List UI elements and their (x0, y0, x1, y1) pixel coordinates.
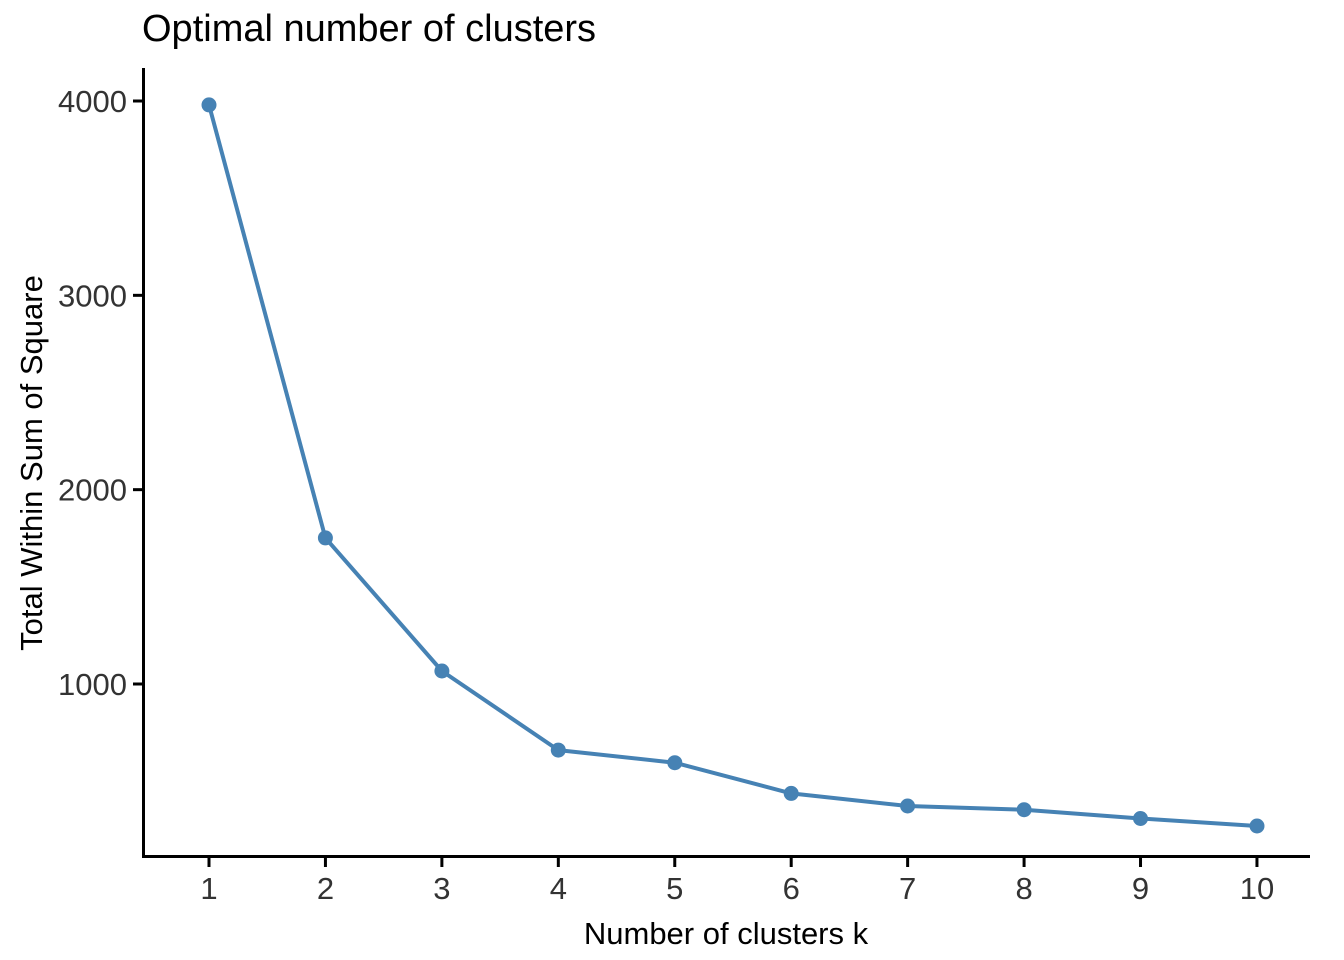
data-point-k3 (434, 663, 450, 679)
x-tick-label-8: 8 (1015, 871, 1032, 906)
x-tick-label-7: 7 (899, 871, 916, 906)
y-axis-title: Total Within Sum of Square (14, 275, 49, 651)
data-point-k1 (201, 97, 217, 113)
data-point-k10 (1249, 818, 1265, 834)
data-point-k5 (667, 755, 683, 771)
data-point-k8 (1016, 802, 1032, 818)
y-tick-label-2000: 2000 (58, 473, 127, 508)
y-tick-label-3000: 3000 (58, 278, 127, 313)
data-point-k9 (1133, 811, 1148, 826)
data-point-k7 (900, 798, 916, 814)
chart-title: Optimal number of clusters (142, 8, 597, 50)
data-point-k4 (550, 742, 566, 758)
x-tick-label-1: 1 (200, 871, 217, 906)
series-line (207, 104, 1258, 828)
y-tick-label-1000: 1000 (58, 667, 127, 702)
x-tick-label-4: 4 (550, 871, 567, 906)
x-tick-label-5: 5 (666, 871, 683, 906)
x-tick-label-3: 3 (433, 871, 450, 906)
data-point-k2 (317, 530, 333, 546)
x-tick-label-2: 2 (317, 871, 334, 906)
x-tick-label-9: 9 (1132, 871, 1149, 906)
x-axis-title: Number of clusters k (583, 916, 869, 951)
data-point-k6 (783, 785, 799, 801)
x-tick-label-10: 10 (1240, 871, 1274, 906)
x-tick-label-6: 6 (783, 871, 800, 906)
y-tick-label-4000: 4000 (58, 84, 127, 119)
